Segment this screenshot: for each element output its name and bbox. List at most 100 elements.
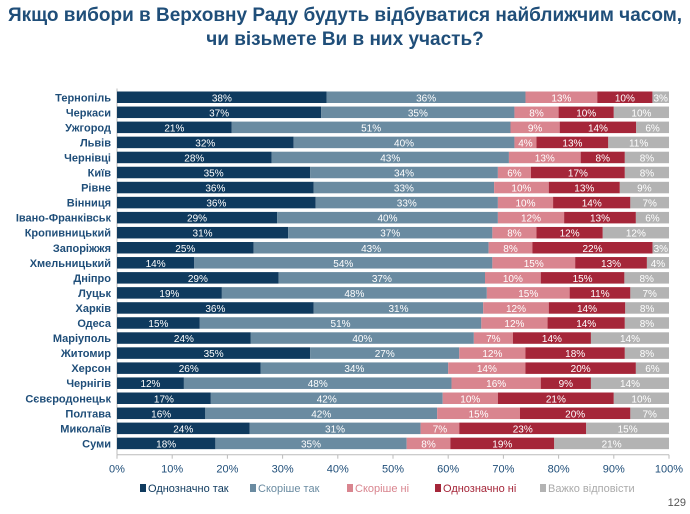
data-label: 23% — [513, 424, 533, 435]
data-label: 54% — [333, 259, 353, 270]
bar-segment — [646, 257, 669, 269]
data-label: 48% — [308, 379, 328, 390]
bar-segment — [514, 106, 559, 119]
data-label: 33% — [397, 199, 417, 210]
category-label: Київ — [88, 168, 112, 180]
bar-segment — [117, 272, 279, 284]
bar-segment — [532, 242, 653, 254]
category-label: Кропивницький — [25, 228, 111, 240]
bar-segment — [630, 196, 669, 209]
data-label: 32% — [195, 138, 215, 149]
x-tick-label: 50% — [382, 464, 404, 476]
bar-segment — [117, 317, 200, 329]
bar-segment — [580, 151, 625, 164]
data-label: 11% — [590, 289, 609, 300]
data-label: 38% — [212, 93, 232, 104]
chart-title-line-2: чи візьмете Ви в них участь? — [206, 29, 484, 50]
category-label: Суми — [82, 438, 111, 450]
category-label: Одеса — [77, 318, 111, 330]
bar-segment — [514, 136, 537, 149]
bar-segment — [199, 317, 482, 329]
data-label: 14% — [577, 304, 597, 315]
chart-title: Якщо вибори в Верховну Раду будуть відбу… — [0, 4, 690, 52]
bar-segment — [117, 151, 272, 164]
bar-segment — [652, 242, 669, 254]
x-tick-label: 60% — [437, 464, 459, 476]
bar-segment — [117, 226, 289, 239]
data-label: 14% — [542, 334, 562, 345]
data-label: 3% — [653, 93, 668, 104]
data-label: 12% — [482, 349, 502, 360]
bar-segment — [277, 211, 498, 224]
bar-segment — [547, 317, 625, 329]
data-label: 15% — [618, 424, 638, 435]
bar-segment — [459, 422, 587, 435]
data-label: 15% — [524, 259, 544, 270]
bar-segment — [636, 121, 669, 134]
data-label: 8% — [640, 319, 655, 330]
data-label: 14% — [588, 123, 608, 134]
x-tick-label: 30% — [272, 464, 294, 476]
legend-label: Однозначно так — [148, 483, 229, 495]
bar-segment — [459, 347, 526, 359]
bar-segment — [597, 91, 653, 103]
data-label: 8% — [507, 229, 522, 240]
bar-segment — [249, 422, 421, 435]
category-label: Вінниця — [67, 198, 111, 210]
category-label: Хмельницький — [30, 258, 111, 270]
data-label: 34% — [344, 364, 364, 375]
data-label: 33% — [394, 184, 414, 195]
data-label: 48% — [344, 289, 364, 300]
data-label: 8% — [639, 274, 654, 285]
legend-swatch — [250, 484, 256, 492]
bar-segment — [117, 287, 222, 299]
data-label: 14% — [620, 379, 640, 390]
bar-segment — [512, 332, 591, 344]
category-label: Львів — [80, 137, 111, 149]
bar-segment — [205, 407, 438, 420]
bar-segment — [510, 121, 560, 134]
bar-segment — [635, 211, 669, 224]
bar-segment — [448, 362, 526, 374]
bar-segment — [310, 347, 460, 359]
bar-segment — [326, 91, 526, 103]
data-label: 8% — [421, 439, 436, 450]
category-label: Запоріжжя — [53, 243, 111, 255]
data-label: 10% — [511, 184, 531, 195]
data-label: 10% — [576, 108, 596, 119]
x-tick-label: 20% — [216, 464, 238, 476]
category-label: Полтава — [65, 408, 111, 420]
bar-segment — [250, 332, 474, 344]
data-label: 19% — [492, 439, 512, 450]
bar-segment — [590, 332, 669, 344]
x-tick-label: 10% — [161, 464, 183, 476]
legend-swatch — [140, 484, 146, 492]
bar-segment — [492, 257, 576, 269]
data-label: 43% — [380, 153, 400, 164]
data-label: 14% — [576, 319, 596, 330]
data-label: 10% — [460, 394, 480, 405]
bar-segment — [619, 181, 669, 194]
bar-segment — [321, 106, 515, 119]
data-label: 10% — [631, 394, 651, 405]
bar-segment — [260, 362, 449, 374]
category-label: Рівне — [81, 183, 111, 195]
data-label: 8% — [640, 153, 655, 164]
bar-segment — [486, 287, 570, 299]
data-label: 28% — [184, 153, 204, 164]
data-label: 9% — [637, 184, 652, 195]
bar-segment — [117, 377, 184, 389]
data-label: 11% — [629, 138, 648, 149]
data-label: 17% — [154, 394, 174, 405]
data-label: 9% — [559, 379, 574, 390]
bar-segment — [451, 377, 541, 389]
bar-segment — [210, 392, 443, 404]
data-label: 40% — [394, 138, 414, 149]
x-tick-label: 90% — [603, 464, 625, 476]
data-label: 16% — [151, 409, 171, 420]
data-label: 18% — [565, 349, 585, 360]
legend-swatch — [347, 484, 353, 492]
data-label: 15% — [148, 319, 168, 330]
data-label: 24% — [174, 334, 194, 345]
bar-segment — [117, 347, 311, 359]
